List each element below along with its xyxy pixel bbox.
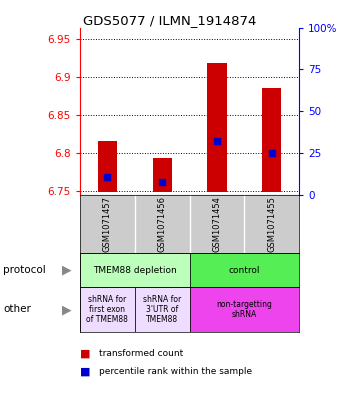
Bar xyxy=(190,253,299,287)
Text: ▶: ▶ xyxy=(62,264,71,277)
Text: transformed count: transformed count xyxy=(99,349,183,358)
Text: shRNA for
3'UTR of
TMEM88: shRNA for 3'UTR of TMEM88 xyxy=(143,295,181,324)
Text: GSM1071454: GSM1071454 xyxy=(212,196,221,252)
Text: GDS5077 / ILMN_1914874: GDS5077 / ILMN_1914874 xyxy=(83,14,257,27)
Text: GSM1071455: GSM1071455 xyxy=(267,196,276,252)
Bar xyxy=(153,158,172,192)
Bar xyxy=(98,141,117,192)
Bar xyxy=(80,253,190,287)
Text: ■: ■ xyxy=(80,366,90,376)
Text: ■: ■ xyxy=(80,349,90,359)
Bar xyxy=(262,88,282,192)
Text: TMEM88 depletion: TMEM88 depletion xyxy=(93,266,176,275)
Text: control: control xyxy=(228,266,260,275)
Bar xyxy=(80,287,135,332)
Bar xyxy=(207,63,226,192)
Text: shRNA for
first exon
of TMEM88: shRNA for first exon of TMEM88 xyxy=(86,295,128,324)
Text: protocol: protocol xyxy=(3,265,46,275)
Text: percentile rank within the sample: percentile rank within the sample xyxy=(99,367,252,376)
Text: GSM1071457: GSM1071457 xyxy=(103,196,112,252)
Bar xyxy=(135,287,190,332)
Text: other: other xyxy=(3,305,31,314)
Text: ▶: ▶ xyxy=(62,303,71,316)
Text: GSM1071456: GSM1071456 xyxy=(158,196,167,252)
Bar xyxy=(190,287,299,332)
Text: non-targetting
shRNA: non-targetting shRNA xyxy=(217,300,272,319)
